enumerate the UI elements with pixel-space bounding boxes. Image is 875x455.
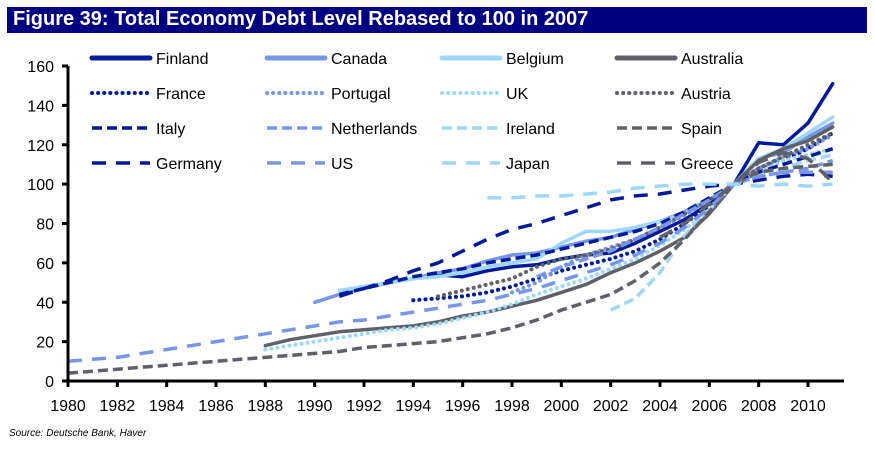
legend-label: Canada	[331, 51, 387, 68]
x-tick-label: 1998	[494, 398, 530, 415]
legend-item-greece: Greece	[617, 156, 734, 173]
legend-item-spain: Spain	[617, 121, 722, 138]
legend-item-france: France	[90, 86, 206, 103]
x-tick-label: 1990	[297, 398, 333, 415]
series-line-finland	[411, 81, 835, 281]
chart-title: Figure 39: Total Economy Debt Level Reba…	[13, 8, 589, 30]
legend-label: Japan	[506, 156, 550, 173]
series-line-france	[411, 130, 835, 303]
x-tick-label: 1980	[50, 398, 86, 415]
x-tick-label: 1994	[396, 398, 432, 415]
series-line-netherlands	[536, 158, 834, 279]
series-line-italy	[338, 147, 834, 297]
y-tick-label: 40	[36, 295, 54, 312]
y-tick-label: 20	[36, 335, 54, 352]
legend-label: Finland	[156, 51, 208, 68]
legend-item-japan: Japan	[442, 156, 550, 173]
legend-label: Italy	[156, 121, 185, 138]
legend-item-italy: Italy	[92, 121, 185, 138]
x-tick-label: 2008	[741, 398, 777, 415]
legend-label: Ireland	[506, 121, 555, 138]
source-note: Source: Deutsche Bank, Haver	[9, 428, 147, 439]
series-line-spain	[67, 162, 833, 375]
legend-item-portugal: Portugal	[265, 86, 391, 103]
y-tick-label: 120	[27, 138, 54, 155]
x-tick-label: 2006	[692, 398, 728, 415]
legend-label: US	[331, 156, 353, 173]
title-bar: Figure 39: Total Economy Debt Level Reba…	[7, 7, 867, 33]
x-tick-label: 2010	[790, 398, 826, 415]
legend-item-netherlands: Netherlands	[267, 121, 417, 138]
series-line-japan	[487, 182, 833, 200]
x-tick-label: 1988	[248, 398, 284, 415]
legend-item-finland: Finland	[89, 51, 208, 68]
legend-item-us: US	[267, 156, 353, 173]
legend-item-austria: Austria	[615, 86, 731, 103]
x-tick-label: 2004	[642, 398, 678, 415]
x-tick-label: 1992	[346, 398, 382, 415]
legend-label: Germany	[156, 156, 222, 173]
legend-label: Netherlands	[331, 121, 417, 138]
legend-item-uk: UK	[440, 86, 529, 103]
axes: 0 20 40 60 80 100 120 140 160 1980 1982 1984 1986 198…	[27, 59, 844, 415]
series-line-greece	[659, 150, 834, 239]
legend-label: Portugal	[331, 86, 391, 103]
x-tick-label: 1986	[198, 398, 234, 415]
legend-item-belgium: Belgium	[439, 51, 564, 68]
y-tick-label: 100	[27, 177, 54, 194]
legend-item-australia: Australia	[614, 51, 743, 68]
y-tick-label: 60	[36, 256, 54, 273]
x-tick-label: 2000	[544, 398, 580, 415]
y-tick-label: 140	[27, 98, 54, 115]
y-tick-label: 0	[45, 374, 54, 391]
legend-item-germany: Germany	[92, 156, 222, 173]
x-tick-label: 1982	[100, 398, 136, 415]
x-tick-label: 2002	[593, 398, 629, 415]
legend-item-ireland: Ireland	[442, 121, 555, 138]
legend-label: Belgium	[506, 51, 564, 68]
legend-label: Austria	[681, 86, 731, 103]
legend-label: UK	[506, 86, 529, 103]
legend-label: France	[156, 86, 206, 103]
x-tick-label: 1996	[445, 398, 481, 415]
series-lines	[67, 81, 835, 375]
legend-label: Greece	[681, 156, 734, 173]
legend: Finland Canada Belgium Australia France Portu…	[89, 51, 743, 173]
y-tick-label: 80	[36, 217, 54, 234]
x-tick-label: 1984	[149, 398, 185, 415]
series-line-us	[67, 170, 833, 364]
legend-item-canada: Canada	[264, 51, 387, 68]
series-line-ireland	[609, 152, 834, 312]
legend-label: Australia	[681, 51, 743, 68]
legend-label: Spain	[681, 121, 722, 138]
y-tick-label: 160	[27, 59, 54, 76]
series-line-austria	[436, 130, 835, 299]
